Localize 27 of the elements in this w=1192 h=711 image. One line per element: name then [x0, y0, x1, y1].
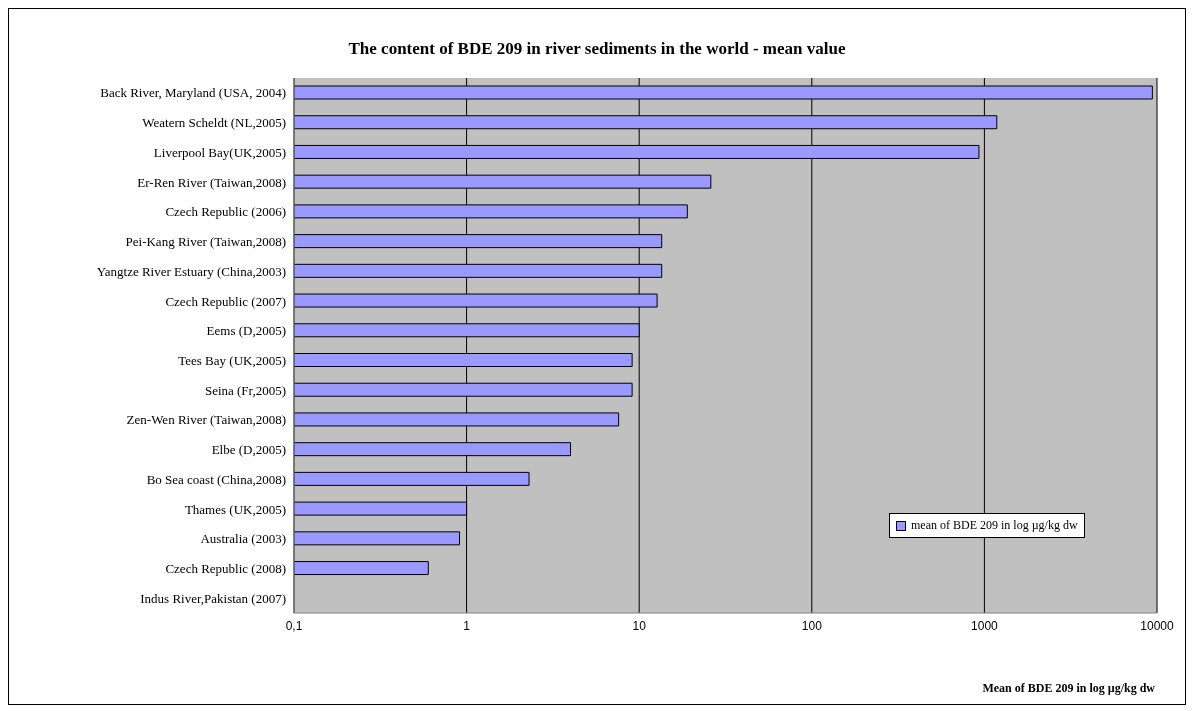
x-tick-label: 10	[632, 618, 647, 633]
y-tick-label: Er-Ren River (Taiwan,2008)	[137, 174, 286, 190]
y-tick-label: Elbe (D,2005)	[211, 442, 286, 458]
y-tick-label: Tees Bay (UK,2005)	[178, 352, 286, 368]
y-tick-label: Liverpool Bay(UK,2005)	[153, 144, 286, 160]
x-axis-title: Mean of BDE 209 in log µg/kg dw	[982, 681, 1155, 696]
y-tick-label: Czech Republic (2007)	[165, 293, 286, 309]
y-tick-label: Seina (Fr,2005)	[204, 382, 286, 398]
y-tick-label: Bo Sea coast (China,2008)	[146, 471, 286, 487]
y-tick-label: Eems (D,2005)	[206, 323, 286, 339]
y-tick-label: Australia (2003)	[200, 531, 286, 547]
x-tick-label: 1	[463, 618, 471, 633]
y-tick-label: Yangtze River Estuary (China,2003)	[96, 263, 286, 279]
y-tick-label: Pei-Kang River (Taiwan,2008)	[125, 234, 286, 250]
y-tick-label: Indus River,Pakistan (2007)	[140, 590, 286, 606]
y-tick-label: Weatern Scheldt (NL,2005)	[142, 115, 286, 131]
chart-title: The content of BDE 209 in river sediments in the world - mean value	[347, 39, 847, 59]
y-tick-label: Czech Republic (2006)	[165, 204, 286, 220]
y-tick-label: Czech Republic (2008)	[165, 561, 286, 577]
legend-label: mean of BDE 209 in log µg/kg dw	[911, 518, 1078, 533]
x-tick-label: 1000	[971, 618, 999, 633]
x-tick-label: 0,1	[285, 618, 303, 633]
y-tick-label: Zen-Wen River (Taiwan,2008)	[126, 412, 286, 428]
y-tick-label: Thames (UK,2005)	[184, 501, 286, 517]
x-tick-label: 100	[801, 618, 823, 633]
x-tick-label: 10000	[1140, 618, 1175, 633]
y-tick-label: Back River, Maryland (USA, 2004)	[100, 85, 286, 101]
